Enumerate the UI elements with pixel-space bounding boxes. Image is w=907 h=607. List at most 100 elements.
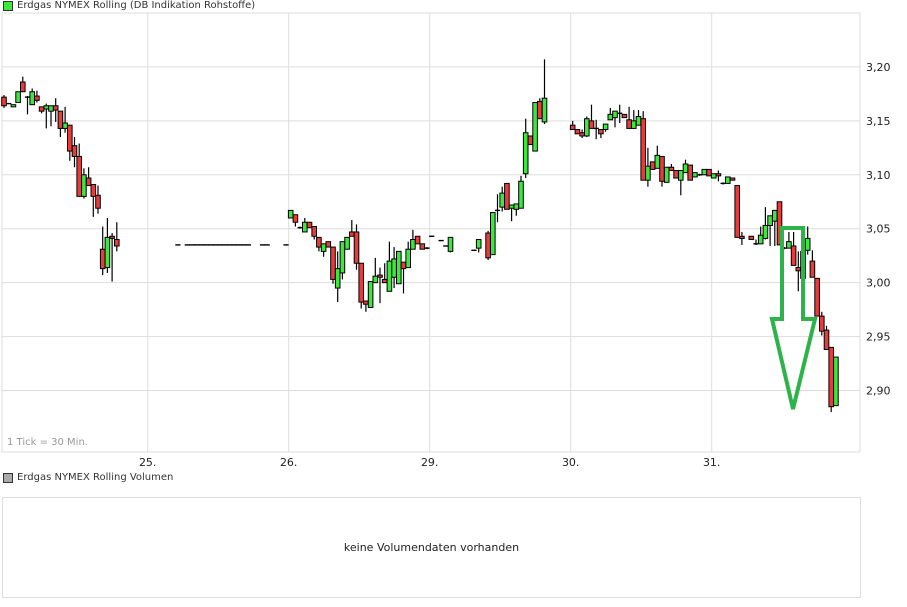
- candle: [598, 128, 604, 139]
- candle: [588, 104, 595, 129]
- candle: [85, 167, 92, 187]
- candle: [621, 113, 628, 119]
- candle: [532, 102, 538, 152]
- candle: [697, 173, 703, 176]
- tick-interval-label: 1 Tick = 30 Min.: [7, 437, 88, 448]
- candle: [720, 182, 726, 185]
- candle: [325, 241, 332, 248]
- candle-body: [532, 102, 538, 152]
- candle-body: [95, 194, 101, 209]
- candle-body: [734, 185, 741, 238]
- candle-body: [522, 132, 529, 175]
- candle-body: [334, 268, 341, 289]
- candle: [673, 169, 679, 179]
- candle-body: [499, 192, 505, 208]
- candle: [527, 135, 534, 146]
- candle-body: [76, 155, 83, 197]
- candle: [57, 110, 64, 138]
- price-legend-label: Erdgas NYMEX Rolling (DB Indikation Rohs…: [17, 0, 256, 11]
- candle: [739, 231, 745, 245]
- candle-body: [81, 174, 87, 197]
- candle-body: [574, 128, 581, 135]
- candle: [725, 176, 731, 184]
- candle-body: [320, 243, 327, 252]
- candle: [52, 98, 59, 122]
- candle: [687, 164, 694, 181]
- candle: [668, 164, 675, 171]
- candle-body: [513, 203, 520, 210]
- candle-body: [762, 224, 769, 239]
- y-tick-label: 3,05: [866, 223, 891, 236]
- candle: [612, 110, 618, 128]
- candle: [833, 356, 839, 407]
- candle: [602, 123, 609, 132]
- candle-body: [292, 214, 299, 223]
- candle-body: [687, 164, 694, 181]
- candle: [71, 137, 78, 168]
- candle: [67, 124, 73, 161]
- candle-body: [43, 105, 50, 110]
- candle-body: [809, 260, 816, 278]
- x-axis: 25. 26. 29. 30. 31.: [139, 456, 721, 469]
- candle: [424, 247, 430, 250]
- candle: [504, 182, 510, 210]
- candle-body: [109, 235, 115, 239]
- candle-body: [1, 96, 7, 107]
- candle: [645, 147, 651, 187]
- candle-body: [612, 110, 618, 119]
- candle-body: [631, 120, 637, 129]
- candle-body: [15, 91, 21, 104]
- candle-body: [52, 105, 59, 111]
- candle-body: [396, 250, 402, 285]
- y-tick-label: 3,15: [866, 115, 891, 128]
- candle: [786, 231, 792, 249]
- candle-body: [692, 172, 698, 178]
- candle-body: [814, 277, 820, 317]
- candle-body: [819, 315, 825, 332]
- candle-body: [569, 124, 576, 130]
- candle-body: [598, 128, 604, 135]
- candle-body: [344, 236, 350, 250]
- candle-body: [29, 91, 35, 106]
- candle-body: [57, 110, 64, 129]
- candle: [809, 250, 816, 278]
- candle-body: [316, 236, 322, 248]
- candle: [490, 212, 496, 256]
- candle-body: [668, 166, 675, 171]
- candle-body: [71, 145, 78, 157]
- candle: [522, 118, 529, 179]
- candle: [823, 325, 830, 351]
- candle-body: [339, 241, 346, 274]
- candle: [316, 236, 322, 252]
- candle: [330, 246, 336, 284]
- candle-body: [85, 177, 92, 187]
- candle: [20, 76, 26, 93]
- candle: [104, 217, 111, 273]
- volume-legend-swatch: [3, 472, 13, 483]
- candle: [518, 175, 524, 209]
- candle: [114, 222, 120, 252]
- plot-frame: [1, 12, 861, 453]
- candle: [574, 128, 581, 135]
- candle-body: [833, 356, 839, 407]
- candle: [306, 221, 313, 229]
- candle-body: [414, 235, 421, 245]
- candle-body: [579, 132, 585, 137]
- candle-body: [678, 169, 684, 181]
- candle: [485, 230, 491, 261]
- candle-body: [381, 278, 388, 284]
- candle: [344, 236, 350, 250]
- candle: [15, 91, 21, 104]
- candle-body: [363, 300, 369, 305]
- candle: [410, 229, 416, 250]
- candle-body: [588, 120, 595, 129]
- candle-body: [828, 346, 835, 408]
- candle-body: [419, 243, 426, 250]
- candle-body: [372, 275, 379, 284]
- candle-body: [673, 169, 679, 179]
- candle: [584, 116, 590, 138]
- candle: [804, 226, 811, 255]
- x-tick-label: 25.: [139, 456, 157, 469]
- candle: [663, 166, 670, 183]
- candle: [447, 236, 454, 253]
